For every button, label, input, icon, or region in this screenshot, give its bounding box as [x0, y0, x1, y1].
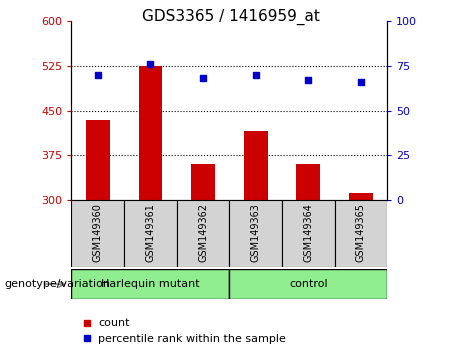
Text: GSM149363: GSM149363: [251, 203, 260, 262]
Bar: [282, 200, 335, 267]
Text: GSM149362: GSM149362: [198, 203, 208, 262]
Text: GSM149365: GSM149365: [356, 203, 366, 262]
Text: GDS3365 / 1416959_at: GDS3365 / 1416959_at: [142, 9, 319, 25]
Bar: [335, 200, 387, 267]
Bar: [296, 164, 320, 200]
Bar: [71, 269, 230, 299]
Bar: [349, 193, 373, 200]
Text: GSM149364: GSM149364: [303, 203, 313, 262]
Point: [252, 72, 260, 78]
Text: genotype/variation: genotype/variation: [5, 279, 111, 289]
Bar: [229, 200, 282, 267]
Legend: count, percentile rank within the sample: count, percentile rank within the sample: [77, 314, 290, 348]
Text: Harlequin mutant: Harlequin mutant: [101, 279, 200, 289]
Bar: [229, 269, 387, 299]
Point: [305, 78, 312, 83]
Text: GSM149361: GSM149361: [145, 203, 155, 262]
Text: control: control: [289, 279, 328, 289]
Bar: [124, 200, 177, 267]
Bar: [244, 131, 267, 200]
Bar: [191, 164, 215, 200]
Text: GSM149360: GSM149360: [93, 203, 103, 262]
Point: [357, 79, 365, 85]
Point: [147, 61, 154, 67]
Bar: [71, 200, 124, 267]
Bar: [177, 200, 229, 267]
Point: [199, 76, 207, 81]
Bar: [139, 66, 162, 200]
Bar: [86, 120, 110, 200]
Point: [94, 72, 101, 78]
